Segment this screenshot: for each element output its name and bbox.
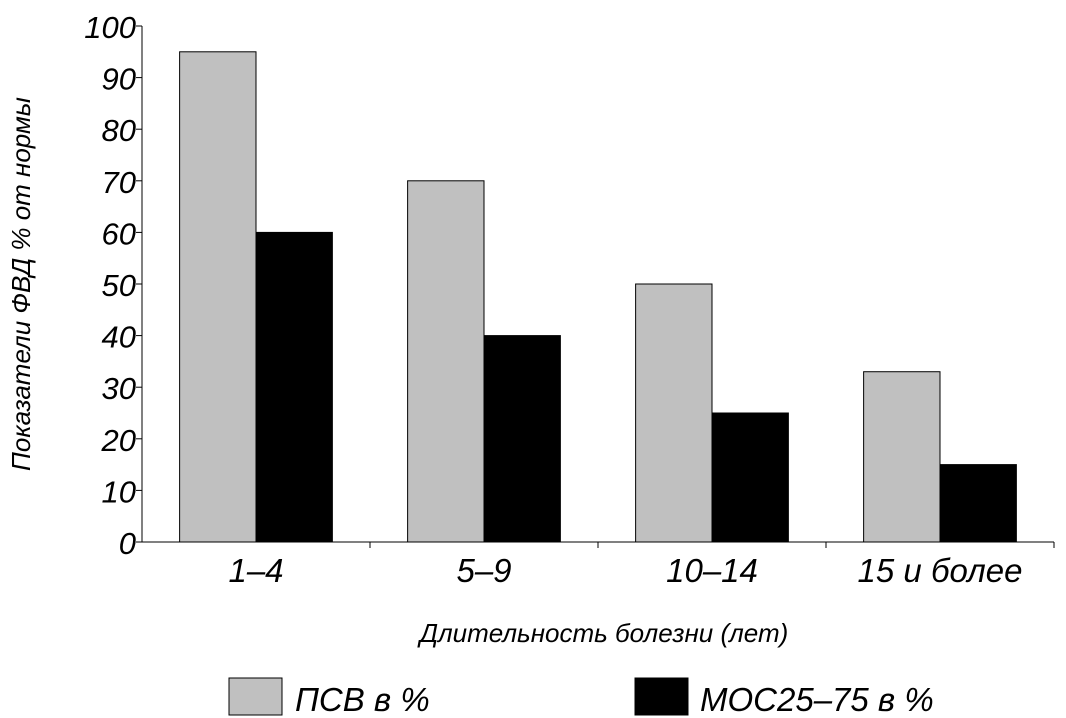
bar-psv (407, 180, 485, 543)
y-tick-label: 20 (101, 423, 136, 458)
y-tick-label: 90 (102, 62, 136, 97)
y-tick-label: 70 (102, 165, 136, 200)
bars (179, 51, 1017, 543)
x-axis-title: Длительность болезни (лет) (417, 618, 789, 648)
bar-psv (863, 371, 941, 543)
legend: ПСВ в % МОС25–75 в % (228, 677, 934, 718)
legend-label-psv: ПСВ в % (295, 681, 430, 718)
x-tick-label: 5–9 (456, 552, 511, 589)
y-tick-label: 10 (102, 474, 136, 509)
x-tick-label: 10–14 (666, 552, 758, 589)
legend-swatch-mos (634, 677, 689, 716)
y-axis: 0 10 20 30 40 50 60 70 80 90 100 (84, 10, 143, 561)
x-tick-label: 15 и более (858, 552, 1023, 589)
bar-mos (483, 335, 561, 543)
y-tick-label: 0 (119, 526, 136, 561)
y-tick-label: 80 (102, 113, 136, 148)
bar-psv (179, 51, 257, 543)
x-axis: 1–4 5–9 10–14 15 и более (142, 541, 1055, 589)
y-tick-label: 60 (102, 216, 136, 251)
bar-mos (939, 464, 1017, 543)
y-tick-label: 50 (102, 268, 136, 303)
y-axis-title: Показатели ФВД % от нормы (6, 97, 36, 471)
legend-label-mos: МОС25–75 в % (700, 681, 934, 718)
y-tick-label: 100 (84, 10, 136, 45)
bar-mos (255, 231, 333, 543)
legend-swatch-psv (228, 677, 283, 716)
y-tick-label: 40 (102, 320, 136, 355)
x-tick-label: 1–4 (228, 552, 283, 589)
y-tick-label: 30 (102, 371, 136, 406)
bar-psv (635, 283, 713, 543)
bar-mos (711, 412, 789, 543)
